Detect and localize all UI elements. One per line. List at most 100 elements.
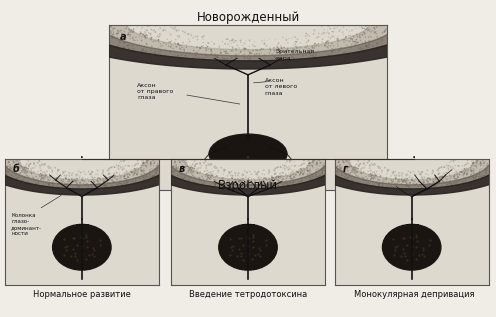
Point (184, 174, 191, 179)
Point (185, 173, 193, 178)
Point (270, 45, 278, 50)
Point (387, 184, 395, 189)
Point (371, 161, 379, 166)
Point (93, 184, 101, 190)
Point (0, 163, 8, 168)
Point (384, 36, 392, 42)
Point (327, 164, 335, 169)
Point (410, 169, 418, 174)
Point (239, 177, 247, 182)
Point (99, 178, 107, 183)
Point (179, 175, 186, 180)
Point (320, 161, 328, 166)
Point (169, 169, 177, 174)
Point (493, 163, 496, 168)
Point (110, 32, 118, 37)
Point (62, 181, 70, 186)
Point (318, 42, 326, 48)
Point (398, 181, 406, 186)
Point (451, 163, 459, 168)
Point (215, 182, 223, 187)
Point (293, 169, 301, 174)
Point (238, 172, 246, 178)
Point (82, 26, 90, 31)
Point (201, 165, 209, 171)
Point (213, 173, 221, 178)
Point (342, 157, 350, 162)
Point (100, 36, 108, 42)
Point (114, 174, 122, 179)
Point (112, 170, 120, 175)
Point (470, 175, 478, 180)
Point (65, 173, 73, 178)
Point (369, 43, 377, 49)
Point (338, 168, 346, 173)
Point (146, 167, 154, 172)
Point (181, 175, 189, 180)
Point (356, 181, 364, 186)
Point (424, 172, 432, 177)
Point (305, 158, 313, 163)
Point (434, 171, 442, 176)
Point (327, 35, 335, 40)
Point (41, 173, 49, 178)
Point (196, 176, 204, 181)
Point (18, 168, 26, 173)
Point (360, 165, 368, 170)
Point (440, 174, 448, 179)
Point (201, 158, 209, 163)
Point (105, 166, 113, 171)
Point (120, 158, 128, 163)
Point (283, 158, 291, 164)
Point (343, 22, 351, 27)
Point (306, 160, 314, 165)
Point (451, 158, 459, 163)
Point (298, 162, 306, 167)
Point (108, 165, 116, 170)
Point (208, 39, 216, 44)
Point (241, 184, 248, 189)
Point (2, 169, 10, 174)
Point (22, 157, 30, 162)
Point (260, 41, 268, 46)
Point (164, 166, 172, 171)
Point (434, 166, 442, 171)
Point (179, 158, 186, 164)
Point (334, 34, 342, 39)
Point (109, 28, 117, 33)
Point (266, 169, 274, 174)
Point (234, 181, 242, 186)
Point (222, 50, 230, 55)
Point (228, 183, 236, 188)
Point (72, 173, 80, 178)
Point (129, 36, 137, 41)
Point (448, 171, 456, 176)
Point (165, 163, 173, 168)
Point (476, 174, 484, 179)
Point (117, 176, 124, 181)
Point (12, 177, 20, 182)
Point (221, 41, 229, 46)
Point (207, 47, 215, 52)
Point (348, 170, 356, 175)
Point (35, 165, 43, 171)
Point (121, 171, 129, 176)
Point (163, 158, 171, 163)
Point (395, 171, 403, 176)
Point (452, 182, 460, 187)
Polygon shape (168, 159, 328, 185)
Point (171, 169, 179, 174)
Point (208, 176, 216, 181)
Point (245, 175, 253, 180)
Point (72, 174, 80, 179)
Point (327, 43, 335, 49)
Point (389, 185, 397, 190)
Point (443, 177, 451, 182)
Point (454, 163, 462, 168)
Point (315, 31, 323, 36)
Point (372, 171, 380, 176)
Point (139, 161, 147, 166)
Point (226, 54, 234, 59)
Point (275, 179, 283, 184)
Point (298, 169, 306, 174)
